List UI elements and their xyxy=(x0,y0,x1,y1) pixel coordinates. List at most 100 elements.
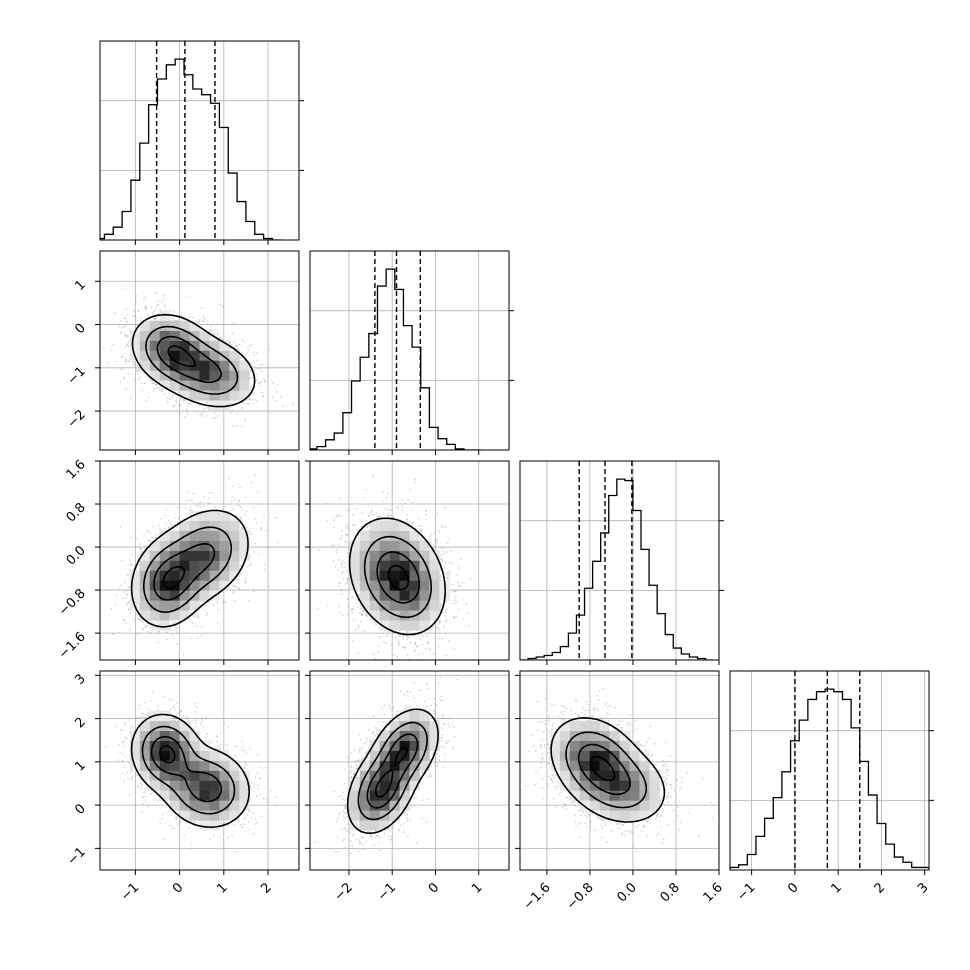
scatter-point xyxy=(120,332,123,335)
scatter-point xyxy=(249,564,251,567)
scatter-point xyxy=(145,530,148,532)
density-cell xyxy=(189,390,200,401)
scatter-point xyxy=(140,317,142,319)
scatter-point xyxy=(237,348,239,350)
scatter-point xyxy=(199,413,201,415)
scatter-point xyxy=(198,501,201,504)
scatter-point xyxy=(234,514,237,516)
scatter-point xyxy=(240,356,242,359)
panel-content xyxy=(100,251,299,450)
scatter-point xyxy=(137,610,139,612)
scatter-point xyxy=(169,526,171,529)
scatter-point xyxy=(138,378,140,380)
scatter-point xyxy=(239,506,242,509)
density-cell xyxy=(229,350,240,361)
scatter-point xyxy=(147,539,149,542)
scatter-point xyxy=(126,589,128,592)
scatter-point xyxy=(154,292,157,294)
scatter-point xyxy=(191,317,194,319)
scatter-point xyxy=(196,616,198,618)
scatter-point xyxy=(203,407,206,409)
scatter-point xyxy=(189,500,191,502)
scatter-point xyxy=(143,298,145,300)
scatter-point xyxy=(206,401,209,404)
scatter-point xyxy=(125,356,127,359)
scatter-point xyxy=(170,316,172,318)
density-cell xyxy=(209,370,220,381)
scatter-point xyxy=(138,563,141,566)
scatter-point xyxy=(158,389,161,391)
scatter-point xyxy=(250,385,252,388)
scatter-point xyxy=(125,596,128,599)
scatter-point xyxy=(177,522,179,524)
density-cell xyxy=(229,360,240,371)
scatter-point xyxy=(252,399,254,401)
scatter-point xyxy=(164,304,166,306)
scatter-point xyxy=(244,582,246,584)
scatter-point xyxy=(255,379,258,382)
scatter-point xyxy=(137,369,140,371)
scatter-point xyxy=(129,559,131,561)
scatter-point xyxy=(206,612,209,614)
scatter-point xyxy=(214,417,216,419)
scatter-point xyxy=(127,336,129,338)
scatter-point xyxy=(200,600,202,603)
scatter-point xyxy=(203,505,206,507)
density-cell xyxy=(239,390,250,401)
scatter-point xyxy=(232,425,234,427)
scatter-point xyxy=(125,622,127,624)
scatter-point xyxy=(132,364,134,366)
scatter-point xyxy=(249,556,252,558)
scatter-point xyxy=(252,401,254,404)
density-cell xyxy=(169,330,180,341)
scatter-point xyxy=(174,621,177,624)
scatter-point xyxy=(160,517,162,520)
scatter-point xyxy=(128,357,131,360)
scatter-point xyxy=(133,316,136,318)
density-cell xyxy=(189,340,200,351)
scatter-point xyxy=(253,551,256,553)
density-cell xyxy=(199,370,210,381)
scatter-point xyxy=(127,343,129,345)
scatter-point xyxy=(181,312,183,314)
scatter-point xyxy=(125,361,128,363)
density-cell xyxy=(219,340,230,351)
scatter-point xyxy=(261,392,263,394)
scatter-point xyxy=(236,413,238,415)
scatter-point xyxy=(255,522,258,524)
scatter-point xyxy=(184,316,186,318)
scatter-point xyxy=(143,383,145,385)
scatter-point xyxy=(201,307,203,309)
scatter-point xyxy=(135,369,138,372)
scatter-point xyxy=(259,528,261,531)
scatter-point xyxy=(151,382,153,384)
scatter-point xyxy=(231,585,234,587)
scatter-point xyxy=(244,577,247,580)
histogram-panel-3 xyxy=(729,670,934,875)
scatter-point xyxy=(138,554,140,556)
scatter-point xyxy=(148,373,150,376)
scatter-point xyxy=(282,405,284,407)
scatter-point xyxy=(208,408,210,411)
scatter-point xyxy=(185,507,187,510)
scatter-point xyxy=(229,341,231,343)
scatter-point xyxy=(241,406,243,408)
scatter-point xyxy=(218,337,221,340)
scatter-point xyxy=(126,344,128,346)
scatter-point xyxy=(125,358,127,361)
density-cell xyxy=(129,340,141,351)
scatter-point xyxy=(158,381,160,384)
scatter-point xyxy=(252,590,255,593)
scatter-point xyxy=(247,346,249,348)
scatter-point xyxy=(198,404,200,406)
scatter-point xyxy=(158,630,160,633)
scatter-point xyxy=(127,314,129,316)
scatter-point xyxy=(162,295,165,297)
scatter-point xyxy=(127,373,129,375)
scatter-point xyxy=(144,305,147,307)
scatter-point xyxy=(129,628,132,631)
scatter-point xyxy=(166,631,168,634)
scatter-point xyxy=(217,332,219,335)
density-cell xyxy=(219,390,230,401)
